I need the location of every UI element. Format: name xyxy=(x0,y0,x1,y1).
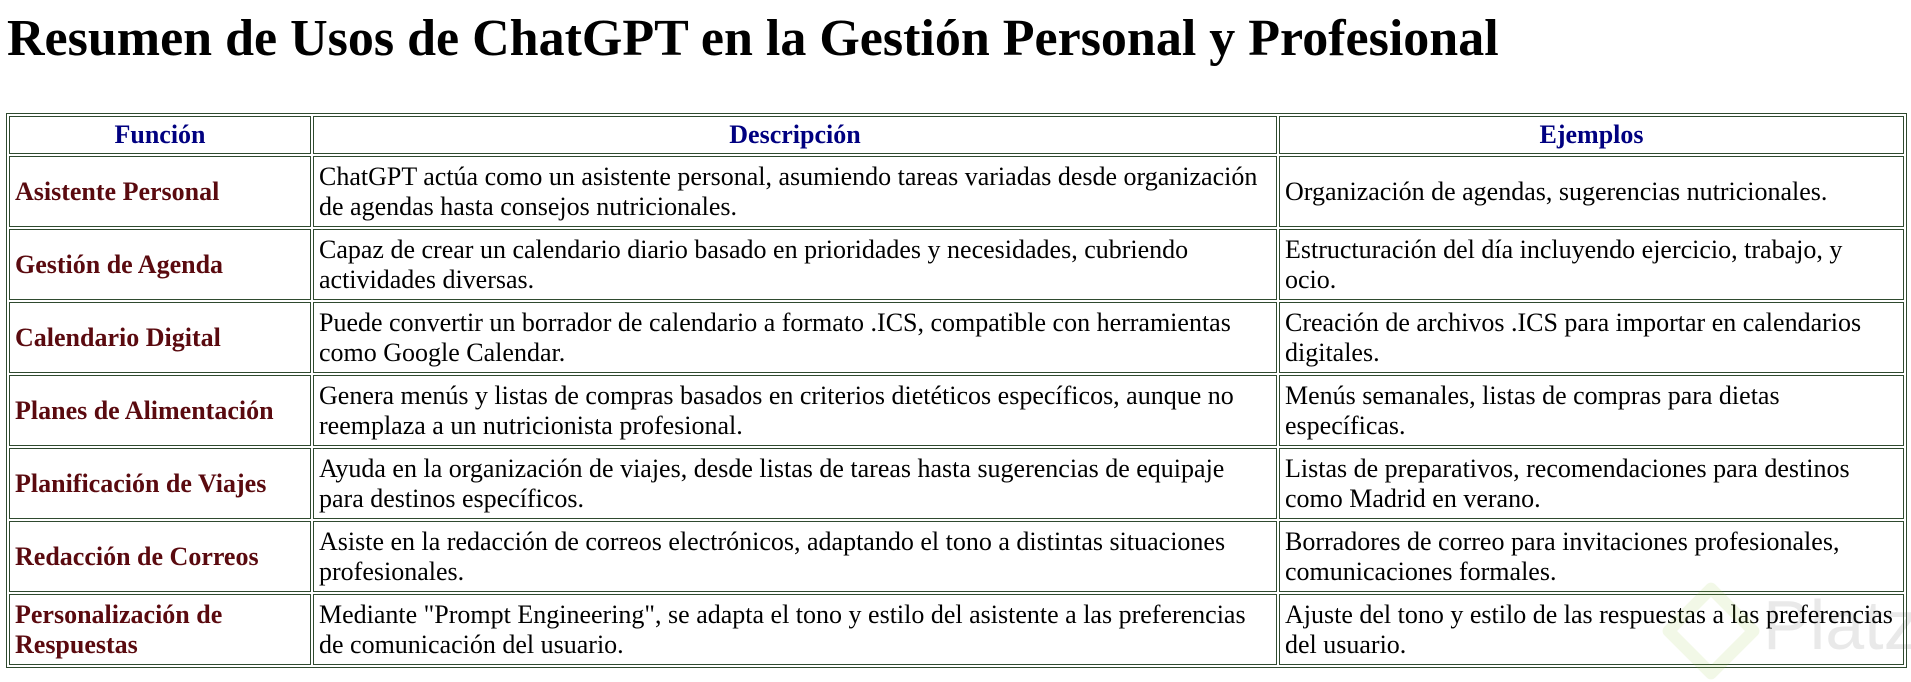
table-row: Calendario Digital Puede convertir un bor… xyxy=(9,302,1904,373)
table-header-row: Función Descripción Ejemplos xyxy=(9,116,1904,154)
cell-funcion: Redacción de Correos xyxy=(9,521,311,592)
table-row: Planes de Alimentación Genera menús y lis… xyxy=(9,375,1904,446)
cell-ejemplos: Borradores de correo para invitaciones p… xyxy=(1279,521,1904,592)
cell-ejemplos: Creación de archivos .ICS para importar … xyxy=(1279,302,1904,373)
cell-descripcion: Mediante "Prompt Engineering", se adapta… xyxy=(313,594,1277,665)
table-row: Redacción de Correos Asiste en la redacci… xyxy=(9,521,1904,592)
table-row: Personalización de Respuestas Mediante "P… xyxy=(9,594,1904,665)
cell-funcion: Personalización de Respuestas xyxy=(9,594,311,665)
cell-ejemplos: Menús semanales, listas de compras para … xyxy=(1279,375,1904,446)
header-funcion: Función xyxy=(9,116,311,154)
cell-descripcion: ChatGPT actúa como un asistente personal… xyxy=(313,156,1277,227)
header-descripcion: Descripción xyxy=(313,116,1277,154)
cell-ejemplos: Organización de agendas, sugerencias nut… xyxy=(1279,156,1904,227)
table-row: Gestión de Agenda Capaz de crear un calen… xyxy=(9,229,1904,300)
cell-funcion: Calendario Digital xyxy=(9,302,311,373)
cell-funcion: Planificación de Viajes xyxy=(9,448,311,519)
cell-descripcion: Ayuda en la organización de viajes, desd… xyxy=(313,448,1277,519)
table-row: Planificación de Viajes Ayuda en la organ… xyxy=(9,448,1904,519)
cell-descripcion: Puede convertir un borrador de calendari… xyxy=(313,302,1277,373)
cell-funcion: Asistente Personal xyxy=(9,156,311,227)
cell-ejemplos: Listas de preparativos, recomendaciones … xyxy=(1279,448,1904,519)
cell-funcion: Planes de Alimentación xyxy=(9,375,311,446)
cell-descripcion: Genera menús y listas de compras basados… xyxy=(313,375,1277,446)
cell-funcion: Gestión de Agenda xyxy=(9,229,311,300)
page-title: Resumen de Usos de ChatGPT en la Gestión… xyxy=(7,10,1499,67)
cell-descripcion: Capaz de crear un calendario diario basa… xyxy=(313,229,1277,300)
cell-ejemplos: Ajuste del tono y estilo de las respuest… xyxy=(1279,594,1904,665)
cell-ejemplos: Estructuración del día incluyendo ejerci… xyxy=(1279,229,1904,300)
cell-descripcion: Asiste en la redacción de correos electr… xyxy=(313,521,1277,592)
table-row: Asistente Personal ChatGPT actúa como un … xyxy=(9,156,1904,227)
usage-summary-table: Función Descripción Ejemplos Asistente P… xyxy=(6,113,1907,668)
header-ejemplos: Ejemplos xyxy=(1279,116,1904,154)
